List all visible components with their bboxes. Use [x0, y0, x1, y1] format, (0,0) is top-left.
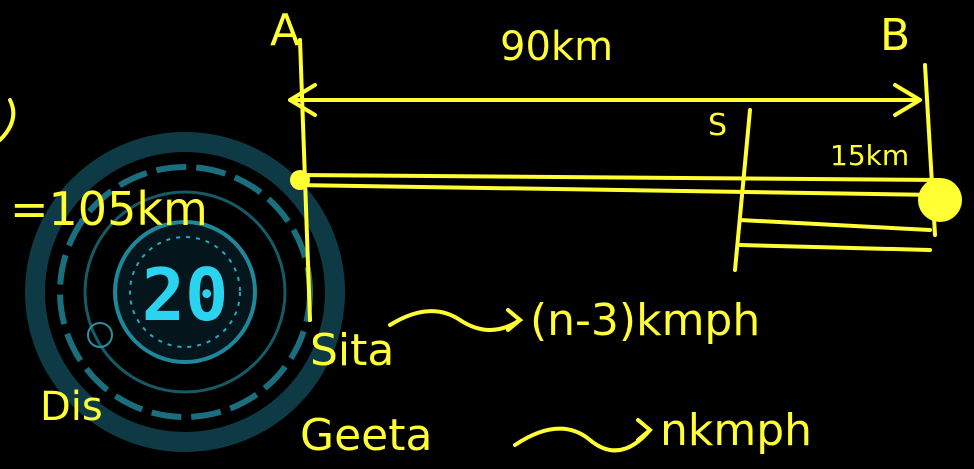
meet-label: S: [708, 108, 727, 143]
timer-value: 20: [142, 253, 229, 337]
remaining-distance: 15km: [830, 139, 909, 172]
point-a: A: [270, 5, 300, 56]
diagram-lines: [0, 38, 962, 453]
point-b: B: [880, 10, 910, 61]
speed-1: (n-3)kmph: [530, 295, 760, 346]
person-2: Geeta: [300, 410, 432, 461]
left-note: Dis: [40, 384, 103, 430]
distance-ab: 90km: [500, 24, 613, 70]
speed-2: nkmph: [660, 405, 812, 456]
total-distance: =105km: [10, 182, 208, 236]
person-1: Sita: [310, 325, 394, 376]
